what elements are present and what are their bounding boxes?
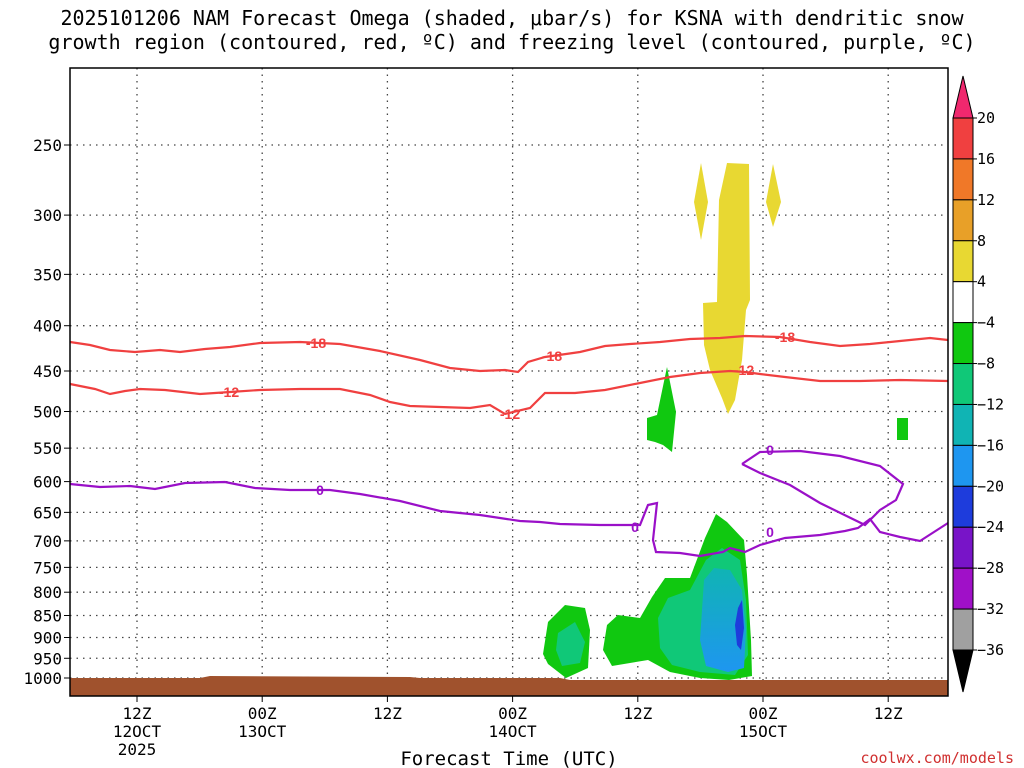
plot-frame (69, 67, 949, 697)
y-tick-label: 1000 (23, 669, 62, 688)
y-tick-label: 500 (33, 403, 62, 422)
omega-positive-region-main (703, 163, 750, 414)
colorbar-label: −24 (977, 518, 1004, 536)
colorbar-swatch (952, 526, 974, 569)
dgz-contour-minus12 (69, 369, 949, 416)
freezing-label: 0 (631, 519, 639, 535)
freezing-contours (69, 449, 949, 558)
x-tick-label: 12Z (874, 704, 903, 723)
omega-negative-region-low-left-core (556, 622, 585, 666)
omega-negative-region-mid (647, 367, 676, 452)
colorbar-label: 20 (977, 109, 995, 127)
y-tick-label: 700 (33, 532, 62, 551)
grid-lines (70, 68, 948, 696)
y-tick-label: 300 (33, 206, 62, 225)
colorbar: 20 16 12 8 4 −4 −8 −12 −16 −20 −24 −28 −32 −36 (952, 75, 1004, 693)
y-tick-label: 950 (33, 649, 62, 668)
dgz-contour-minus18 (69, 334, 949, 374)
colorbar-swatch (952, 158, 974, 201)
x-tick-date-label: 14OCT (489, 722, 538, 741)
x-tick-label: 12Z (623, 704, 652, 723)
terrain-band (70, 676, 948, 696)
y-tick-label: 450 (33, 362, 62, 381)
colorbar-swatch (952, 240, 974, 283)
omega-negative-region-low-main-core (735, 600, 744, 650)
colorbar-swatch (952, 485, 974, 528)
x-tick-label: 12Z (123, 704, 152, 723)
y-tick-label: 650 (33, 503, 62, 522)
colorbar-label: 12 (977, 191, 995, 209)
colorbar-swatch (952, 567, 974, 610)
x-tick-date-label: 15OCT (739, 722, 788, 741)
colorbar-swatch (952, 281, 974, 324)
omega-positive-region-left (694, 163, 708, 240)
omega-negative-region-small (897, 418, 908, 440)
colorbar-swatch (952, 322, 974, 365)
colorbar-swatch (952, 117, 974, 160)
colorbar-label: −36 (977, 641, 1004, 659)
y-tick-label: 250 (33, 136, 62, 155)
dgz-contours (69, 334, 949, 416)
freezing-label: 0 (766, 442, 774, 458)
dgz-label: -12 (734, 362, 754, 378)
colorbar-label: −16 (977, 436, 1004, 454)
omega-positive-region-right (766, 164, 781, 227)
freezing-contour-main (69, 480, 949, 558)
dgz-label: -18 (306, 335, 326, 351)
freezing-label: 0 (766, 524, 774, 540)
colorbar-label: 4 (977, 273, 986, 291)
dgz-label: -12 (500, 406, 520, 422)
y-tick-label: 850 (33, 607, 62, 626)
chart-title-line2: growth region (contoured, red, ºC) and f… (48, 30, 976, 54)
colorbar-label: −12 (977, 395, 1004, 413)
colorbar-swatch (952, 444, 974, 487)
colorbar-label: −20 (977, 477, 1004, 495)
colorbar-label: 8 (977, 232, 986, 250)
x-axis-label: Forecast Time (UTC) (400, 748, 617, 768)
chart-title-line1: 2025101206 NAM Forecast Omega (shaded, μ… (60, 6, 964, 30)
chart-title: 2025101206 NAM Forecast Omega (shaded, μ… (0, 6, 1024, 54)
credit-text: coolwx.com/models (860, 749, 1014, 767)
x-tick-date-label: 13OCT (238, 722, 287, 741)
x-tick-label: 00Z (498, 704, 527, 723)
y-tick-label: 600 (33, 473, 62, 492)
y-tick-label: 550 (33, 439, 62, 458)
y-axis: 250 300 350 400 450 500 550 600 650 700 750 800 850 9… (23, 136, 70, 688)
x-tick-date-label: 12OCT (113, 722, 162, 741)
y-tick-label: 900 (33, 628, 62, 647)
colorbar-swatch (952, 608, 974, 651)
colorbar-swatch (952, 403, 974, 446)
freezing-contour-loop (741, 449, 905, 527)
contour-labels: -18 -18 -18 -12 -12 -12 0 0 0 0 (219, 329, 795, 540)
x-tick-year-label: 2025 (118, 740, 157, 759)
colorbar-label: −28 (977, 559, 1004, 577)
colorbar-label: −4 (977, 314, 995, 332)
dgz-label: -18 (542, 348, 562, 364)
x-tick-label: 00Z (248, 704, 277, 723)
colorbar-label: −32 (977, 600, 1004, 618)
freezing-label: 0 (316, 482, 324, 498)
y-tick-label: 750 (33, 558, 62, 577)
x-tick-label: 12Z (373, 704, 402, 723)
colorbar-swatch (952, 363, 974, 405)
dgz-label: -18 (775, 329, 795, 345)
dgz-label: -12 (219, 384, 239, 400)
colorbar-top-arrow (952, 75, 974, 119)
y-tick-label: 800 (33, 583, 62, 602)
plot-area (70, 68, 948, 696)
y-tick-label: 400 (33, 317, 62, 336)
colorbar-label: 16 (977, 150, 995, 168)
colorbar-swatch (952, 199, 974, 242)
colorbar-label: −8 (977, 355, 995, 373)
omega-shading (543, 163, 908, 680)
y-tick-label: 350 (33, 265, 62, 284)
colorbar-bottom-arrow (952, 649, 974, 693)
x-tick-label: 00Z (749, 704, 778, 723)
omega-negative-region-low-main-cyan (700, 568, 746, 672)
